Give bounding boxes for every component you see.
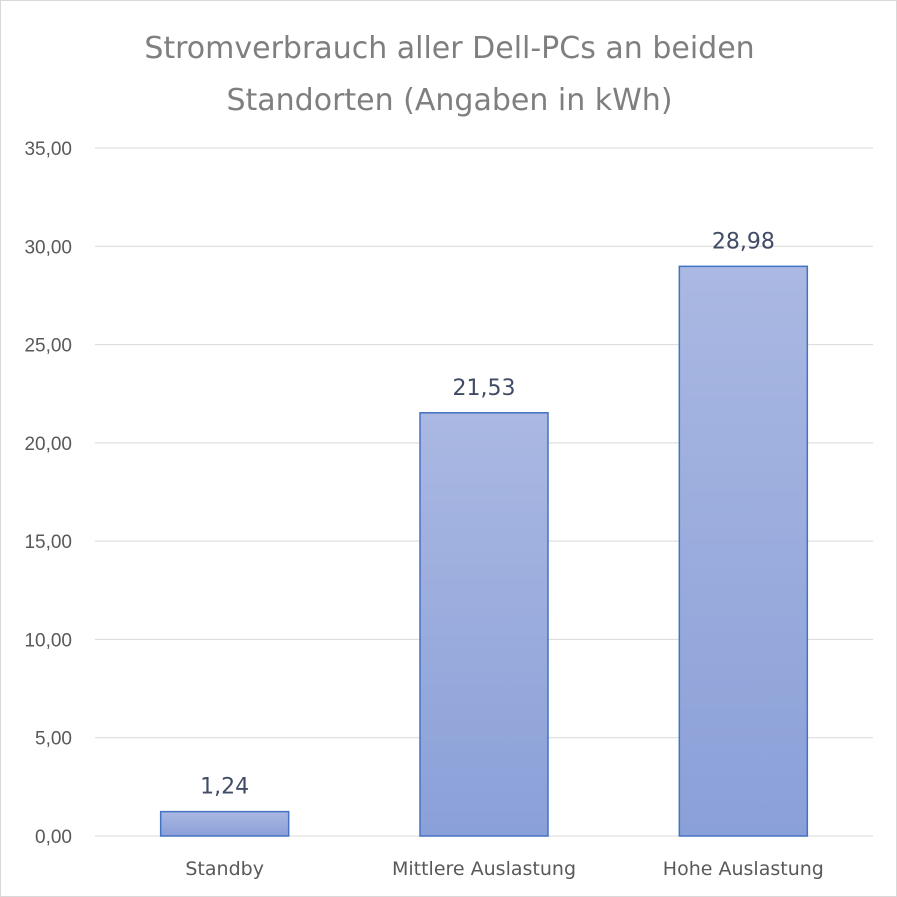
y-tick-label: 5,00 (35, 729, 72, 750)
y-axis-ticks: 0,00 5,00 10,00 15,00 20,00 25,00 30,00 35,00 (24, 139, 72, 848)
x-category-label: Standby (185, 858, 264, 880)
data-label: 1,24 (200, 775, 249, 800)
y-tick-label: 15,00 (24, 532, 72, 553)
y-tick-label: 10,00 (24, 630, 72, 651)
bar-hohe-auslastung (678, 265, 809, 837)
data-label: 28,98 (712, 229, 775, 254)
bars (159, 265, 809, 837)
chart-title: Stromverbrauch aller Dell-PCs an beiden … (61, 23, 838, 127)
bar-standby (159, 810, 290, 837)
y-tick-label: 30,00 (24, 237, 72, 258)
chart-title-line-1: Stromverbrauch aller Dell-PCs an beiden (144, 31, 755, 66)
y-tick-label: 0,00 (35, 827, 72, 848)
x-category-label: Mittlere Auslastung (392, 858, 576, 880)
y-tick-label: 25,00 (24, 336, 72, 357)
x-axis-categories: Standby Mittlere Auslastung Hohe Auslastun… (185, 858, 823, 880)
bar-mittlere-auslastung (419, 412, 549, 837)
y-tick-label: 35,00 (24, 139, 72, 160)
y-tick-label: 20,00 (24, 434, 72, 455)
x-category-label: Hohe Auslastung (663, 858, 824, 880)
data-labels: 1,24 21,53 28,98 (200, 229, 775, 799)
chart-title-line-2: Standorten (Angaben in kWh) (226, 83, 673, 118)
data-label: 21,53 (453, 376, 516, 401)
